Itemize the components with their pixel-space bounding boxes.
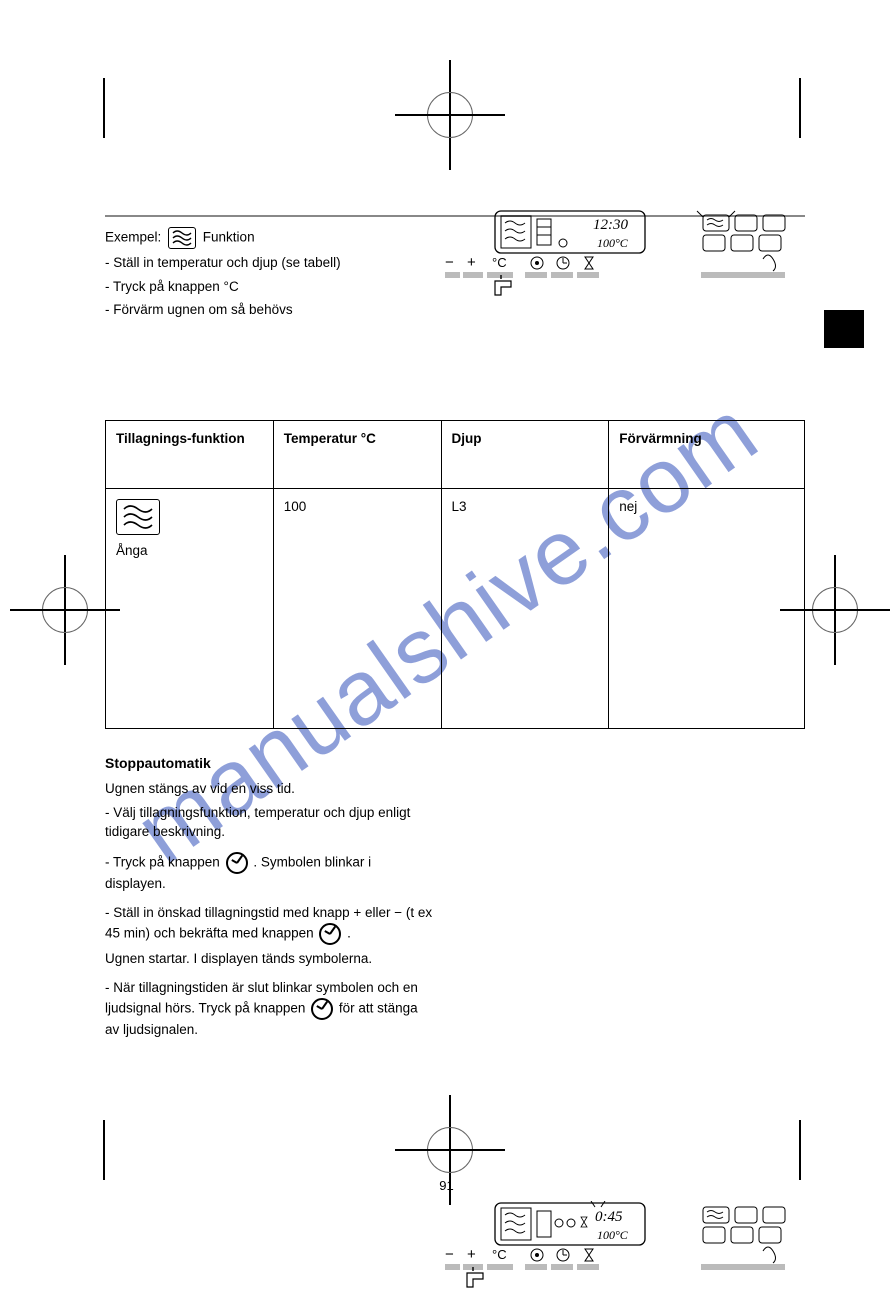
svg-text:°C: °C bbox=[492, 255, 507, 270]
intro-block: Exempel: Funktion - Ställ in temperatur … bbox=[105, 227, 445, 320]
step2-pre: - Ställ in önskad tillagningstid med kna… bbox=[105, 905, 432, 940]
cell-temp: 100 bbox=[273, 488, 441, 728]
step2-post: . bbox=[347, 925, 351, 940]
cell-depth: L3 bbox=[441, 488, 609, 728]
intro-line-4: - Förvärm ugnen om så behövs bbox=[105, 300, 445, 320]
cooking-function-table: Tillagnings-funktion Temperatur °C Djup … bbox=[105, 420, 805, 729]
section-heading: Stoppautomatik bbox=[105, 753, 805, 773]
intro-line-3: - Tryck på knappen °C bbox=[105, 277, 445, 297]
table-header-row: Tillagnings-funktion Temperatur °C Djup … bbox=[106, 420, 805, 488]
section-step-1: - Tryck på knappen . Symbolen blinkar i … bbox=[105, 852, 435, 894]
intro-line-2: - Ställ in temperatur och djup (se tabel… bbox=[105, 253, 445, 273]
edge-tab bbox=[824, 310, 864, 348]
crop-mark bbox=[799, 78, 801, 138]
cell-preheat: nej bbox=[609, 488, 805, 728]
svg-text:12:30: 12:30 bbox=[593, 217, 628, 233]
page-number: 91 bbox=[439, 1178, 453, 1193]
crop-mark bbox=[799, 1120, 801, 1180]
stop-automatic-section: Stoppautomatik Ugnen stängs av vid en vi… bbox=[105, 753, 805, 1040]
clock-dial-icon bbox=[319, 923, 341, 945]
section-p2: - Välj tillagningsfunktion, temperatur o… bbox=[105, 803, 435, 842]
intro-line-1: Exempel: Funktion bbox=[105, 227, 445, 249]
col-depth: Djup bbox=[441, 420, 609, 488]
intro-suffix: Funktion bbox=[203, 230, 255, 245]
section-p1: Ugnen stängs av vid en viss tid. bbox=[105, 779, 435, 799]
cell-function: Ånga bbox=[106, 488, 274, 728]
svg-text:+: + bbox=[467, 254, 476, 271]
intro-prefix: Exempel: bbox=[105, 230, 165, 245]
control-panel-top: 12:30 100°C −+ °C bbox=[445, 209, 825, 304]
cell-function-label: Ånga bbox=[116, 543, 148, 558]
svg-text:°C: °C bbox=[492, 1247, 507, 1262]
svg-text:0:45: 0:45 bbox=[595, 1209, 623, 1225]
crop-mark bbox=[103, 78, 105, 138]
steam-icon bbox=[116, 499, 160, 535]
svg-text:+: + bbox=[467, 1246, 476, 1263]
table-row: Ånga 100 L3 nej bbox=[106, 488, 805, 728]
steam-icon bbox=[168, 227, 196, 249]
col-function: Tillagnings-funktion bbox=[106, 420, 274, 488]
registration-mark bbox=[395, 60, 505, 170]
control-panel-bottom: 0:45 100°C −+ °C bbox=[445, 1201, 825, 1296]
svg-text:100°C: 100°C bbox=[597, 1228, 629, 1242]
col-temp: Temperatur °C bbox=[273, 420, 441, 488]
registration-mark bbox=[10, 555, 120, 665]
page-content: Exempel: Funktion - Ställ in temperatur … bbox=[105, 215, 805, 1043]
section-step-3: - När tillagningstiden är slut blinkar s… bbox=[105, 978, 435, 1039]
col-preheat: Förvärmning bbox=[609, 420, 805, 488]
clock-dial-icon bbox=[226, 852, 248, 874]
section-step-2: - Ställ in önskad tillagningstid med kna… bbox=[105, 903, 435, 945]
crop-mark bbox=[103, 1120, 105, 1180]
section-p3: Ugnen startar. I displayen tänds symbole… bbox=[105, 949, 435, 969]
svg-text:−: − bbox=[445, 254, 454, 271]
clock-dial-icon bbox=[311, 998, 333, 1020]
svg-text:−: − bbox=[445, 1246, 454, 1263]
svg-text:100°C: 100°C bbox=[597, 236, 629, 250]
step1-pre: - Tryck på knappen bbox=[105, 854, 224, 869]
